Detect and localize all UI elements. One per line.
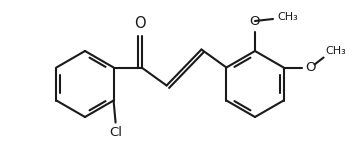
Text: CH₃: CH₃ (277, 12, 298, 22)
Text: CH₃: CH₃ (326, 45, 346, 55)
Text: O: O (306, 61, 316, 74)
Text: O: O (134, 17, 145, 31)
Text: O: O (250, 15, 260, 28)
Text: Cl: Cl (109, 126, 122, 138)
